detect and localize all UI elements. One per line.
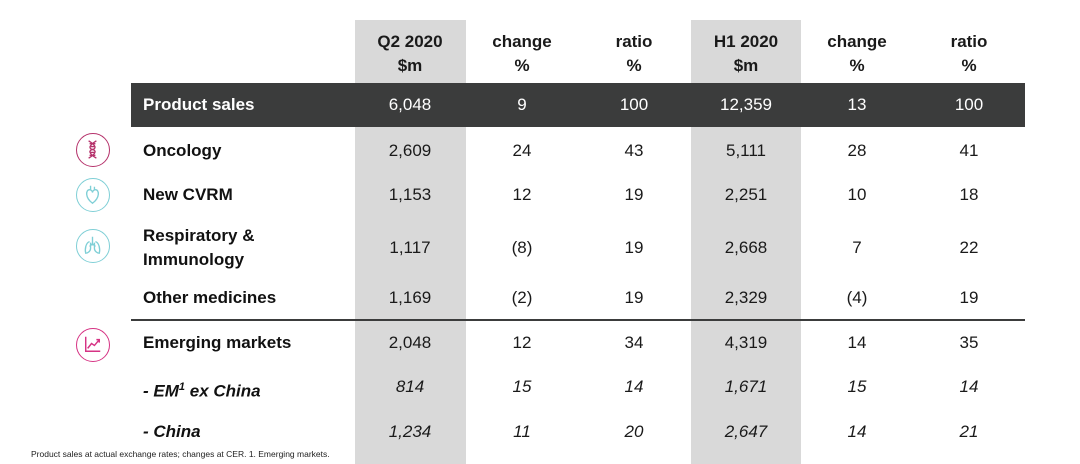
- cell-h1-change: 13: [847, 95, 867, 114]
- cell-h1-value: 4,319: [724, 333, 768, 352]
- cell-q2-ratio: 34: [624, 333, 644, 352]
- header-ratio-q2: ratio%: [615, 32, 653, 75]
- cell-q2-change: 9: [517, 95, 527, 114]
- row-label: Product sales: [143, 95, 255, 114]
- cell-h1-change: 28: [847, 141, 867, 160]
- cell-h1-ratio: 100: [954, 95, 984, 114]
- cell-h1-value: 1,671: [724, 377, 768, 396]
- cell-q2-value: 6,048: [388, 95, 432, 114]
- cell-h1-ratio: 41: [959, 141, 979, 160]
- footnote-marker: 1: [178, 381, 186, 393]
- cell-q2-ratio: 14: [624, 377, 644, 396]
- cell-h1-change: 10: [847, 185, 867, 204]
- cell-q2-change: 12: [512, 333, 532, 352]
- cell-q2-change: (2): [511, 288, 533, 307]
- cell-h1-ratio: 18: [959, 185, 979, 204]
- row-label: New CVRM: [143, 185, 233, 204]
- dna-icon: [76, 133, 110, 167]
- header-h1-2020: H1 2020 $m: [713, 32, 779, 75]
- cell-h1-value: 2,647: [724, 422, 768, 441]
- footnote: Product sales at actual exchange rates; …: [31, 449, 330, 459]
- cell-h1-ratio: 22: [959, 238, 979, 257]
- row-label: Oncology: [143, 141, 222, 160]
- cell-h1-ratio: 19: [959, 288, 979, 307]
- cell-h1-value: 5,111: [725, 141, 767, 160]
- cell-q2-ratio: 20: [624, 422, 644, 441]
- section-divider: [131, 319, 1025, 321]
- cell-h1-ratio: 21: [959, 422, 979, 441]
- cell-h1-value: 2,668: [724, 238, 768, 257]
- cell-q2-ratio: 100: [619, 95, 649, 114]
- cell-q2-ratio: 19: [624, 288, 644, 307]
- cell-q2-value: 1,153: [388, 185, 432, 204]
- row-label: Other medicines: [143, 288, 277, 307]
- cell-h1-ratio: 35: [959, 333, 979, 352]
- cell-h1-change: 7: [852, 238, 862, 257]
- lungs-icon: [76, 229, 110, 263]
- cell-h1-value: 2,329: [724, 288, 768, 307]
- cell-h1-change: 14: [847, 422, 867, 441]
- cell-q2-ratio: 43: [624, 141, 644, 160]
- cell-q2-change: 12: [512, 185, 532, 204]
- cell-q2-change: 24: [512, 141, 532, 160]
- cell-h1-value: 2,251: [724, 185, 768, 204]
- cell-q2-ratio: 19: [624, 185, 644, 204]
- cell-q2-change: (8): [511, 238, 533, 257]
- header-change-q2: change%: [492, 32, 552, 75]
- cell-q2-value: 2,609: [388, 141, 432, 160]
- cell-q2-value: 814: [395, 377, 425, 396]
- header-ratio-h1: ratio%: [950, 32, 988, 75]
- row-label: - China: [143, 422, 201, 441]
- total-row-bar: [131, 83, 1025, 127]
- cell-q2-change: 15: [512, 377, 532, 396]
- header-change-h1: change%: [827, 32, 887, 75]
- cell-q2-change: 11: [513, 422, 531, 441]
- cell-q2-value: 2,048: [388, 333, 432, 352]
- cell-q2-value: 1,117: [389, 238, 431, 257]
- header-q2-2020: Q2 2020 $m: [377, 32, 443, 75]
- cell-h1-value: 12,359: [720, 95, 772, 114]
- cell-h1-change: 14: [847, 333, 867, 352]
- heart-icon: [76, 178, 110, 212]
- cell-h1-change: 15: [847, 377, 867, 396]
- row-label: - EM1 ex China: [143, 381, 261, 401]
- cell-q2-ratio: 19: [624, 238, 644, 257]
- cell-h1-change: (4): [846, 288, 868, 307]
- row-label: Emerging markets: [143, 333, 292, 352]
- row-label-line1: Respiratory &: [143, 226, 255, 245]
- cell-h1-ratio: 14: [959, 377, 979, 396]
- growth-chart-icon: [76, 328, 110, 362]
- row-label-line2: Immunology: [143, 250, 245, 269]
- cell-q2-value: 1,169: [388, 288, 432, 307]
- cell-q2-value: 1,234: [388, 422, 432, 441]
